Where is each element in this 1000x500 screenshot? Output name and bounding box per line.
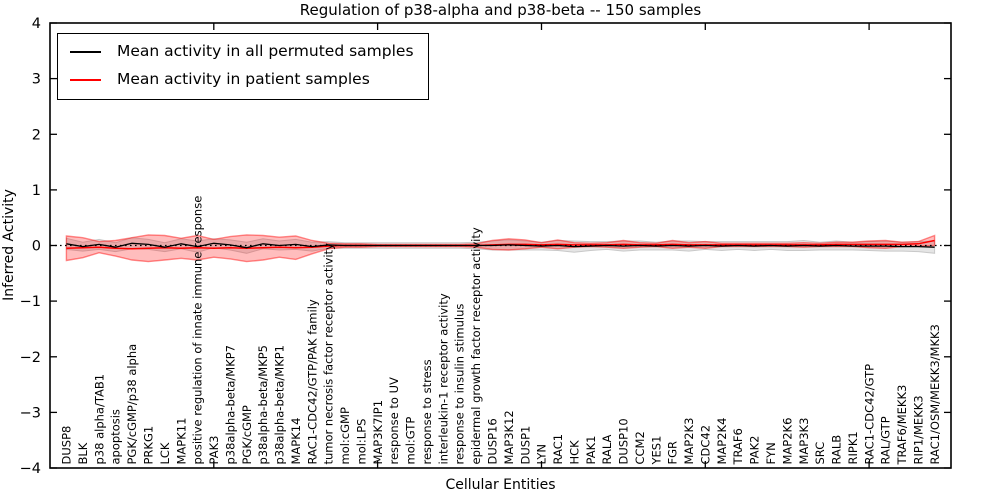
svg-text:−3: −3 (20, 405, 41, 421)
svg-text:PGK/cGMP/p38 alpha: PGK/cGMP/p38 alpha (125, 344, 139, 465)
legend: Mean activity in all permuted samples Me… (57, 33, 429, 100)
svg-text:RAC1/OSM/MEKK3/MKK3: RAC1/OSM/MEKK3/MKK3 (928, 324, 942, 464)
y-axis-title: Inferred Activity (1, 189, 17, 301)
svg-text:LCK: LCK (158, 442, 172, 464)
legend-label: Mean activity in patient samples (117, 70, 370, 89)
svg-text:epidermal growth factor recept: epidermal growth factor receptor activit… (469, 227, 483, 464)
y-axis-ticks: 4 3 2 1 0 −1 −2 −3 −4 (20, 16, 951, 477)
svg-text:apoptosis: apoptosis (109, 409, 123, 464)
legend-item-patient: Mean activity in patient samples (70, 70, 414, 89)
svg-text:DUSP16: DUSP16 (486, 418, 500, 464)
svg-text:PAK2: PAK2 (748, 436, 762, 465)
svg-text:PAK3: PAK3 (207, 436, 221, 465)
svg-text:MAP2K6: MAP2K6 (780, 418, 794, 465)
svg-text:response to insulin stimulus: response to insulin stimulus (453, 304, 467, 465)
svg-text:−4: −4 (20, 461, 41, 477)
svg-text:MAP3K3: MAP3K3 (797, 418, 811, 465)
svg-text:tumor necrosis factor receptor: tumor necrosis factor receptor activity (322, 243, 336, 465)
legend-item-permuted: Mean activity in all permuted samples (70, 42, 414, 61)
svg-text:0: 0 (32, 239, 41, 255)
svg-text:RAC1-CDC42/GTP: RAC1-CDC42/GTP (862, 364, 876, 465)
svg-text:DUSP8: DUSP8 (60, 426, 74, 465)
patient-std-band (65, 234, 936, 263)
svg-text:positive regulation of innate: positive regulation of innate immune res… (191, 196, 205, 465)
svg-text:RAL/GTP: RAL/GTP (879, 416, 893, 464)
svg-text:4: 4 (32, 16, 41, 32)
svg-text:RALB: RALB (830, 435, 844, 465)
permuted-line-swatch (70, 50, 101, 53)
x-category-labels: DUSP8 BLK p38 alpha/TAB1 apoptosis PGK/cGMP/… (60, 196, 942, 466)
svg-text:1: 1 (32, 183, 41, 199)
svg-text:RAC1: RAC1 (551, 434, 565, 465)
svg-text:mol:cGMP: mol:cGMP (338, 407, 352, 464)
svg-text:mol:LPS: mol:LPS (355, 419, 369, 465)
legend-label: Mean activity in all permuted samples (117, 42, 414, 60)
svg-text:BLK: BLK (76, 442, 90, 464)
x-axis-title: Cellular Entities (445, 477, 556, 493)
x-axis-ticks (213, 23, 870, 468)
svg-text:SRC: SRC (813, 442, 827, 465)
svg-text:2: 2 (32, 127, 41, 143)
svg-text:interleukin-1 receptor activit: interleukin-1 receptor activity (436, 293, 450, 464)
svg-text:p38alpha-beta/MKP7: p38alpha-beta/MKP7 (223, 345, 237, 464)
svg-text:CDC42: CDC42 (699, 425, 713, 465)
svg-text:3: 3 (32, 72, 41, 88)
svg-text:−2: −2 (20, 350, 41, 366)
svg-text:RIPK1: RIPK1 (846, 431, 860, 464)
svg-text:mol:GTP: mol:GTP (404, 417, 418, 465)
svg-text:MAP3K7IP1: MAP3K7IP1 (371, 400, 385, 465)
svg-text:HCK: HCK (567, 440, 581, 465)
svg-text:MAP3K12: MAP3K12 (502, 410, 516, 464)
patient-line-swatch (70, 79, 101, 82)
svg-text:TRAF6: TRAF6 (731, 428, 745, 465)
svg-text:MAPK14: MAPK14 (289, 418, 303, 465)
svg-text:MAP2K4: MAP2K4 (715, 418, 729, 465)
svg-text:p38alpha-beta/MKP1: p38alpha-beta/MKP1 (273, 345, 287, 464)
svg-text:RIP1/MEKK3: RIP1/MEKK3 (911, 395, 925, 464)
svg-text:PGK/cGMP: PGK/cGMP (240, 405, 254, 464)
svg-text:p38alpha-beta/MKP5: p38alpha-beta/MKP5 (256, 345, 270, 464)
svg-text:TRAF6/MEKK3: TRAF6/MEKK3 (895, 385, 909, 466)
svg-text:FYN: FYN (764, 442, 778, 464)
svg-text:response to stress: response to stress (420, 359, 434, 464)
svg-text:MAP2K3: MAP2K3 (682, 418, 696, 465)
svg-text:p38 alpha/TAB1: p38 alpha/TAB1 (92, 374, 106, 465)
svg-text:LYN: LYN (535, 444, 549, 465)
svg-text:PRKG1: PRKG1 (142, 426, 156, 465)
svg-text:RAC1-CDC42/GTP/PAK family: RAC1-CDC42/GTP/PAK family (305, 299, 319, 464)
svg-text:CCM2: CCM2 (633, 431, 647, 464)
svg-text:RALA: RALA (600, 434, 614, 464)
svg-text:MAPK11: MAPK11 (174, 418, 188, 465)
chart-title: Regulation of p38-alpha and p38-beta -- … (299, 1, 702, 19)
svg-text:PAK1: PAK1 (584, 436, 598, 465)
svg-text:response to UV: response to UV (387, 377, 401, 465)
svg-text:DUSP1: DUSP1 (518, 426, 532, 465)
svg-text:YES1: YES1 (649, 436, 663, 466)
svg-text:DUSP10: DUSP10 (617, 418, 631, 464)
svg-text:FGR: FGR (666, 441, 680, 465)
svg-text:−1: −1 (20, 294, 41, 310)
